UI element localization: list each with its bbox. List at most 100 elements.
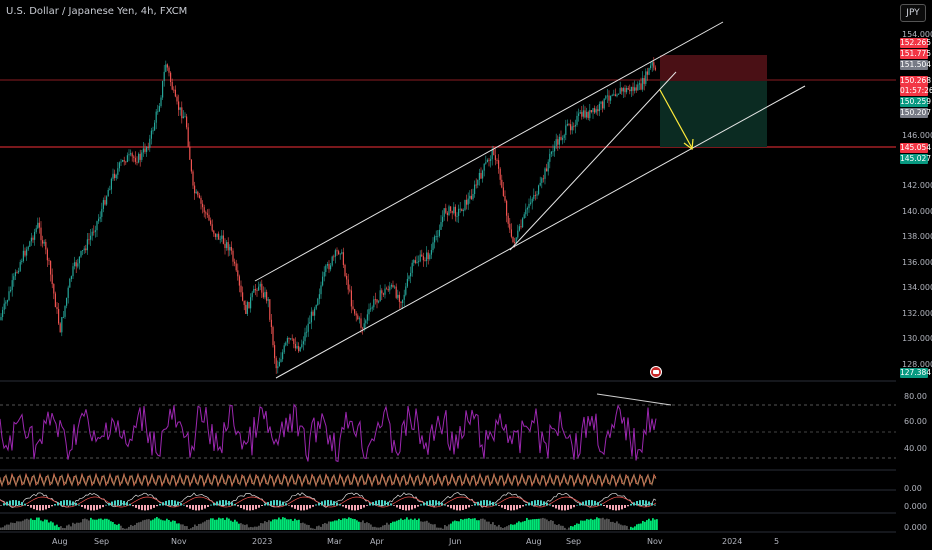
candle-body — [538, 185, 540, 195]
currency-button[interactable]: JPY — [900, 4, 926, 22]
histogram-bar — [123, 500, 125, 506]
candle-body — [106, 196, 108, 205]
histogram-bar — [656, 519, 658, 530]
candle-body — [414, 260, 416, 263]
candle-body — [494, 155, 496, 160]
histogram-bar — [489, 500, 491, 506]
candle-body — [67, 287, 69, 298]
candle-body — [208, 214, 210, 221]
histogram-bar — [610, 521, 612, 530]
histogram-bar — [219, 500, 221, 506]
histogram-bar — [54, 504, 56, 506]
histogram-bar — [78, 522, 80, 530]
histogram-bar — [646, 520, 648, 530]
take-profit-zone[interactable] — [660, 81, 767, 147]
candle-body — [21, 261, 23, 263]
histogram-bar — [252, 527, 254, 530]
candle-body — [74, 262, 76, 267]
histogram-bar — [402, 505, 404, 510]
candle-body — [397, 294, 399, 298]
candle-body — [96, 221, 98, 231]
candle-body — [606, 95, 608, 97]
stop-loss-zone[interactable] — [660, 55, 767, 81]
candle-body — [155, 111, 157, 123]
candle-body — [650, 65, 652, 69]
candle-body — [58, 309, 60, 324]
histogram-bar — [543, 501, 545, 506]
histogram-bar — [621, 505, 623, 510]
countdown-tag: 01:57:26 — [900, 86, 932, 96]
candle-body — [346, 275, 348, 280]
histogram-bar — [546, 502, 548, 506]
candle-body — [299, 347, 301, 352]
price-tag-stop: 152.265 — [900, 38, 932, 48]
us-flag-event-icon[interactable] — [650, 366, 662, 378]
candle-body — [510, 229, 512, 237]
histogram-bar — [590, 518, 592, 530]
candle-body — [426, 252, 428, 261]
channel-upper-line[interactable] — [254, 21, 724, 282]
candle-body — [344, 264, 346, 276]
candle-body — [286, 338, 288, 343]
histogram-bar — [12, 522, 14, 530]
histogram-bar — [16, 521, 18, 530]
rsi-axis[interactable]: 80.00 60.00 40.00 — [904, 392, 927, 453]
candle-body — [88, 239, 90, 241]
histogram-bar — [200, 523, 202, 530]
candle-body — [192, 171, 194, 186]
candle-body — [160, 97, 162, 107]
histogram-bar — [183, 504, 185, 506]
candle-body — [573, 126, 575, 128]
trendline-inner[interactable] — [509, 71, 677, 251]
candle-body — [306, 331, 308, 333]
candle-body — [109, 189, 111, 191]
histogram-bar — [410, 518, 412, 530]
rsi-tick: 40.00 — [904, 444, 927, 453]
candle-body — [626, 87, 628, 93]
histogram-bar — [630, 503, 632, 506]
histogram-bar — [312, 505, 314, 507]
candle-body — [229, 246, 231, 251]
histogram-bar — [254, 526, 256, 530]
histogram-bar — [336, 520, 338, 530]
histogram-bar — [15, 500, 17, 506]
histogram-bar — [584, 520, 586, 530]
channel-lower-line[interactable] — [275, 85, 806, 379]
histogram-bar — [290, 519, 292, 530]
histogram-bar — [0, 527, 2, 530]
candle-body — [491, 149, 493, 160]
histogram-bar — [261, 505, 263, 506]
histogram-bar — [348, 517, 350, 530]
target-arrow-line[interactable] — [659, 89, 693, 149]
candle-body — [514, 242, 516, 243]
candle-body — [581, 112, 583, 117]
histogram-bar — [480, 518, 482, 530]
price-tick: 134.000 — [902, 283, 932, 292]
histogram-bar — [42, 505, 44, 511]
price-tick: 128.000 — [902, 360, 932, 369]
histogram-bar — [552, 505, 554, 507]
rsi-tick: 60.00 — [904, 417, 927, 426]
histogram-bar — [162, 502, 164, 506]
candle-body — [579, 112, 581, 114]
indicator-tick: 0.00 — [904, 484, 922, 493]
histogram-bar — [574, 524, 576, 530]
indicator-axis[interactable]: 0.00 0.000 0.000 — [904, 484, 927, 532]
histogram-bar — [556, 525, 558, 530]
histogram-bar — [212, 518, 214, 530]
histogram-bar — [294, 505, 296, 509]
histogram-bar — [513, 505, 515, 511]
histogram-bar — [8, 524, 10, 530]
rsi-divergence-line[interactable] — [596, 393, 672, 406]
candle-body — [240, 285, 242, 293]
histogram-bar — [564, 527, 566, 530]
candle-body — [374, 299, 376, 301]
histogram-bar — [70, 526, 72, 530]
histogram-bar — [369, 503, 371, 506]
candle-body — [589, 110, 591, 119]
histogram-bar — [644, 521, 646, 530]
histogram-bar — [512, 524, 514, 530]
histogram-bar — [114, 500, 116, 506]
price-axis[interactable]: 154.000 146.000 142.000 140.000 138.000 … — [902, 30, 932, 369]
